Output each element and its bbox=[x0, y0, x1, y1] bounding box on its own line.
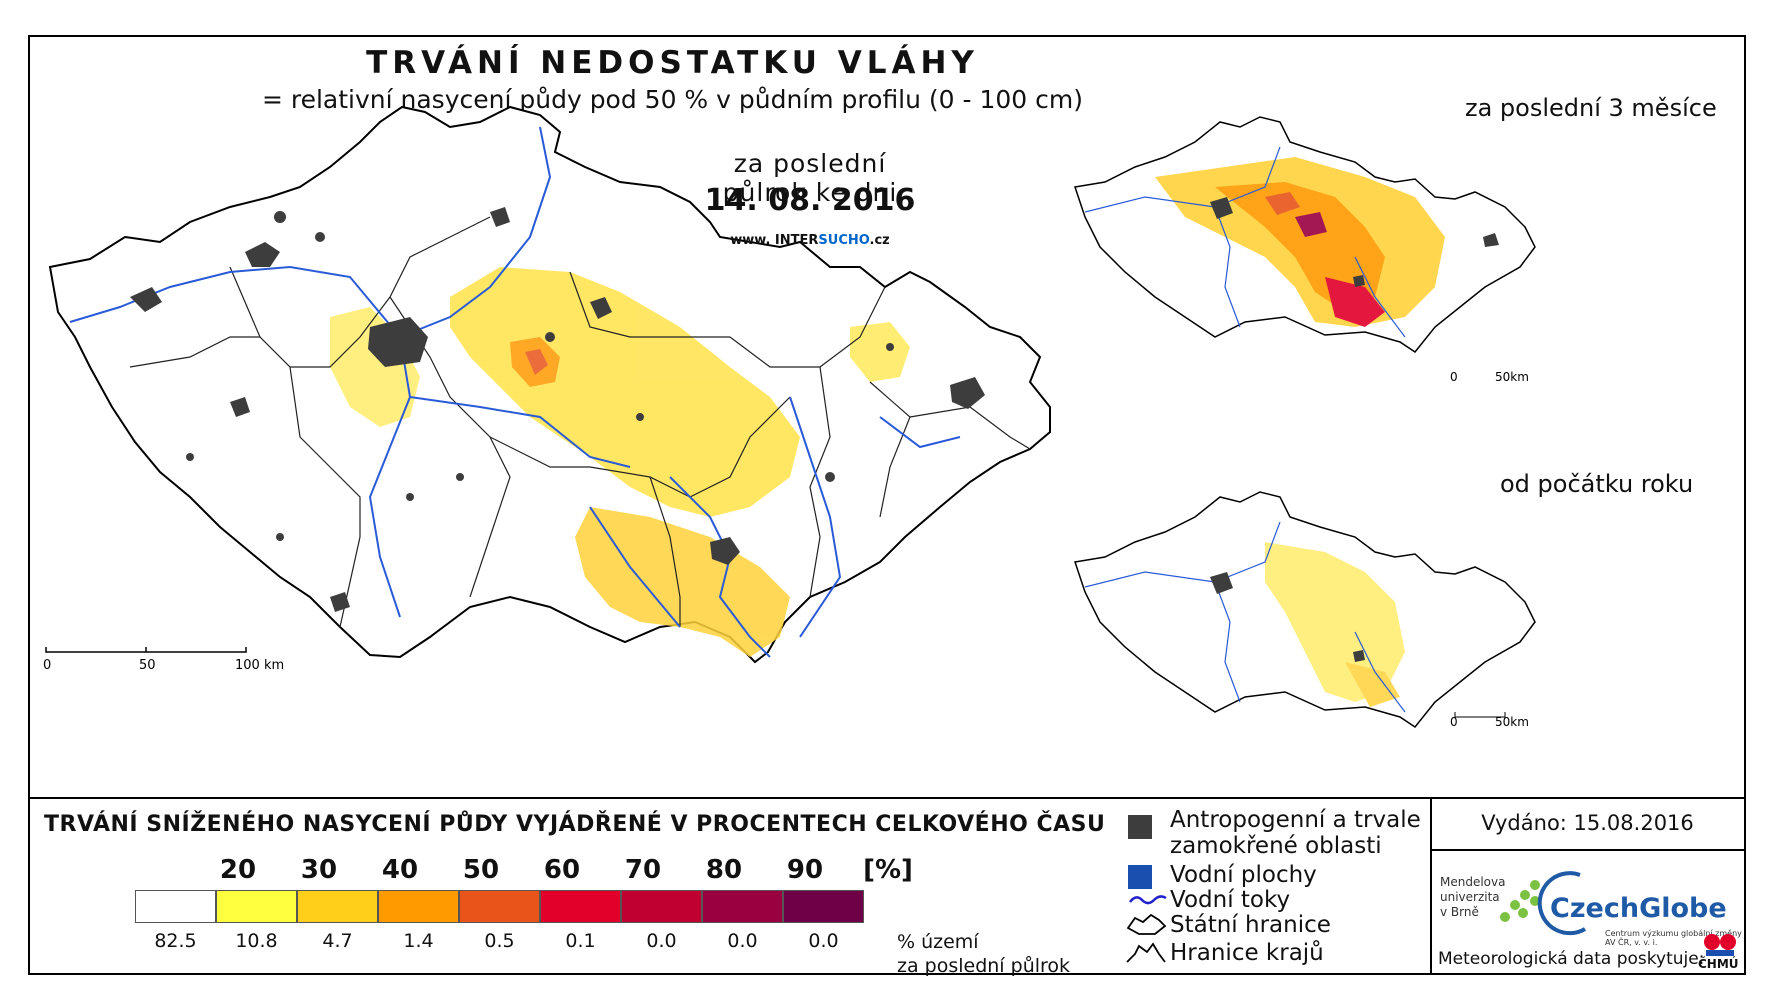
scale-label-0: 0 bbox=[43, 658, 51, 673]
urban-areas bbox=[130, 207, 985, 612]
web-prefix: www. INTER bbox=[730, 233, 819, 248]
chmu-logo: ČHMÚ bbox=[1698, 957, 1739, 971]
legend-percentage: 0.0 bbox=[727, 930, 758, 952]
legend-percentage: 4.7 bbox=[322, 930, 353, 952]
urban-hradec bbox=[590, 297, 612, 319]
legend-tick: 40 bbox=[381, 855, 419, 885]
water-body-icon bbox=[1128, 865, 1152, 889]
legend-swatch bbox=[216, 890, 297, 923]
region-border-icon bbox=[1126, 942, 1166, 963]
legend-percentage: 1.4 bbox=[403, 930, 434, 952]
mini-map-year-title: od počátku roku bbox=[1500, 470, 1694, 498]
czechglobe-swoosh-icon bbox=[1537, 871, 1587, 936]
mendel-line-3: v Brně bbox=[1440, 905, 1479, 919]
legend-swatch bbox=[621, 890, 702, 923]
drought-patches bbox=[330, 267, 910, 657]
legend-swatch bbox=[297, 890, 378, 923]
region-borders bbox=[129, 216, 1031, 628]
main-scale-bar bbox=[45, 647, 247, 653]
legend-item-state-border: Státní hranice bbox=[1170, 912, 1331, 938]
anthropogenic-label-2: zamokřené oblasti bbox=[1170, 833, 1382, 859]
mini1-scale-50: 50km bbox=[1495, 370, 1529, 384]
date-label: 14. 08. 2016 bbox=[704, 183, 916, 218]
legend-tick: 90 bbox=[786, 855, 824, 885]
legend-swatch bbox=[135, 890, 216, 923]
czechglobe-subtitle: Centrum výzkumu globální změny AV ČR, v.… bbox=[1605, 929, 1742, 947]
mendel-university-logo: Mendelova univerzita v Brně bbox=[1440, 875, 1505, 920]
issued-date: Vydáno: 15.08.2016 bbox=[1481, 811, 1694, 835]
urban-plzen bbox=[230, 397, 250, 417]
legend-percentage: 10.8 bbox=[235, 930, 278, 952]
pct-unit-line1: % území bbox=[897, 931, 979, 953]
river-icon bbox=[1129, 895, 1167, 905]
legend-swatch bbox=[459, 890, 540, 923]
anthropogenic-label-1: Antropogenní a trvale bbox=[1170, 807, 1421, 833]
legend-item-rivers: Vodní toky bbox=[1170, 887, 1291, 913]
mendel-dots-icon bbox=[1500, 880, 1540, 922]
urban-brno bbox=[710, 537, 740, 565]
period-label: za poslední půlrok ke dni bbox=[722, 149, 898, 207]
legend-tick: 60 bbox=[543, 855, 581, 885]
scale-label-100: 100 km bbox=[235, 658, 284, 673]
legend-percentage: 0.0 bbox=[646, 930, 677, 952]
drought-patch-east bbox=[850, 322, 910, 382]
urban-north bbox=[245, 242, 280, 267]
mini-map-year bbox=[1074, 491, 1536, 729]
urban-liberec bbox=[490, 207, 510, 227]
legend-swatch bbox=[378, 890, 459, 923]
legend-title: TRVÁNÍ SNÍŽENÉHO NASYCENÍ PŮDY VYJÁDŘENÉ… bbox=[44, 812, 1106, 837]
czechglobe-logo: CzechGlobe bbox=[1550, 893, 1727, 924]
legend-item-anthropogenic: Antropogenní a trvale zamokřené oblasti bbox=[1170, 807, 1421, 859]
drought-patch-red bbox=[525, 349, 548, 375]
meteo-credit: Meteorologická data poskytuje: bbox=[1438, 949, 1705, 969]
mendel-line-2: univerzita bbox=[1440, 890, 1500, 904]
mini-map-3-months-title: za poslední 3 měsíce bbox=[1465, 94, 1717, 122]
issued-separator bbox=[1430, 849, 1746, 851]
map-title: TRVÁNÍ NEDOSTATKU VLÁHY bbox=[366, 45, 979, 81]
legend-item-water: Vodní plochy bbox=[1170, 862, 1317, 888]
legend-item-region-border: Hranice krajů bbox=[1170, 940, 1324, 966]
main-map: 0 50 100 km bbox=[43, 105, 1051, 673]
anthropogenic-area-icon bbox=[1128, 815, 1152, 839]
legend-tick-unit: [%] bbox=[863, 855, 913, 885]
legend-percentage: 0.0 bbox=[808, 930, 839, 952]
web-highlight: SUCHO bbox=[818, 233, 870, 248]
scale-label-50: 50 bbox=[139, 658, 156, 673]
legend-tick: 70 bbox=[624, 855, 662, 885]
urban-west bbox=[130, 287, 162, 312]
drought-patch-central bbox=[450, 267, 800, 517]
urban-budejovice bbox=[330, 592, 350, 612]
mendel-line-1: Mendelova bbox=[1440, 875, 1506, 889]
legend-tick: 50 bbox=[462, 855, 500, 885]
mini2-scale-50: 50km bbox=[1495, 715, 1529, 729]
urban-prague bbox=[368, 317, 428, 367]
legend-pct-unit: % území za poslední půlrok bbox=[897, 930, 1070, 978]
legend-percentage: 0.5 bbox=[484, 930, 515, 952]
chmu-logo-icon bbox=[1704, 934, 1736, 956]
pct-unit-line2: za poslední půlrok bbox=[897, 955, 1071, 977]
legend-tick: 30 bbox=[300, 855, 338, 885]
legend-tick: 80 bbox=[705, 855, 743, 885]
mini-map-3-months bbox=[1074, 116, 1536, 354]
mini1-scale-0: 0 bbox=[1450, 370, 1458, 384]
legend-percentage: 82.5 bbox=[154, 930, 197, 952]
urban-ostrava bbox=[950, 377, 985, 409]
website-link[interactable]: www. INTERSUCHO.cz bbox=[690, 233, 930, 248]
legend-swatch bbox=[540, 890, 621, 923]
map-frame: TRVÁNÍ NEDOSTATKU VLÁHY = relativní nasy… bbox=[28, 35, 1746, 978]
legend-separator bbox=[1430, 797, 1432, 975]
legend-percentage: 0.1 bbox=[565, 930, 596, 952]
mini2-scale-0: 0 bbox=[1450, 715, 1458, 729]
web-suffix: .cz bbox=[869, 233, 890, 248]
legend-tick: 20 bbox=[219, 855, 257, 885]
legend-swatch bbox=[702, 890, 783, 923]
legend-area bbox=[30, 797, 1744, 977]
state-border-icon bbox=[1126, 913, 1167, 935]
legend-swatch bbox=[783, 890, 864, 923]
rivers bbox=[69, 126, 961, 658]
